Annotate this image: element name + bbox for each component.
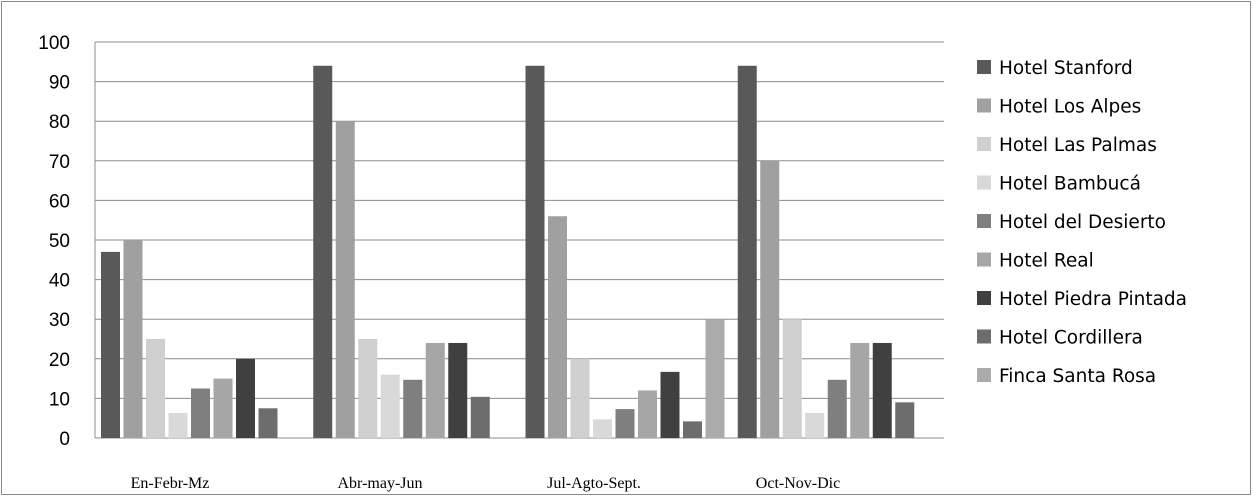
y-tick-label: 50 bbox=[49, 231, 70, 252]
bar-2-4 bbox=[760, 160, 780, 439]
bar-2-3 bbox=[548, 216, 567, 438]
bar-5-2 bbox=[403, 379, 423, 438]
bar-1-1 bbox=[101, 251, 120, 438]
bar-3-4 bbox=[782, 319, 802, 438]
legend-swatch bbox=[977, 291, 991, 305]
y-tick-label: 80 bbox=[49, 112, 70, 133]
bar-6-1 bbox=[213, 378, 233, 438]
y-tick-label: 90 bbox=[49, 73, 70, 94]
y-tick-label: 70 bbox=[49, 152, 70, 173]
legend-swatch bbox=[977, 98, 991, 113]
legend-swatch bbox=[977, 175, 991, 190]
legend-swatch bbox=[977, 252, 991, 267]
legend-label: Hotel Bambucá bbox=[999, 174, 1141, 195]
y-tick-label: 0 bbox=[59, 429, 70, 450]
bar-3-3 bbox=[570, 358, 590, 438]
legend-label: Hotel Real bbox=[999, 251, 1094, 272]
bar-4-3 bbox=[593, 419, 612, 438]
legend-swatch bbox=[977, 137, 991, 151]
y-tick-label: 100 bbox=[38, 33, 70, 54]
legend-label: Hotel del Desierto bbox=[999, 212, 1166, 233]
x-tick-label: Jul-Agto-Sept. bbox=[547, 475, 641, 492]
y-tick-label: 30 bbox=[49, 310, 70, 331]
bar-1-2 bbox=[313, 65, 333, 438]
bar-8-3 bbox=[683, 421, 702, 438]
y-tick-label: 60 bbox=[49, 191, 70, 212]
bar-8-2 bbox=[470, 396, 490, 438]
legend-swatch bbox=[977, 368, 991, 382]
legend-label: Hotel Piedra Pintada bbox=[999, 289, 1187, 310]
bar-3-2 bbox=[358, 339, 378, 438]
bar-7-4 bbox=[872, 342, 892, 438]
bar-7-1 bbox=[236, 358, 255, 438]
bar-4-1 bbox=[168, 413, 188, 438]
legend-label: Hotel Los Alpes bbox=[999, 97, 1141, 118]
bar-5-1 bbox=[191, 388, 210, 438]
bar-1-3 bbox=[525, 65, 545, 438]
legend-label: Finca Santa Rosa bbox=[999, 366, 1156, 387]
bar-8-1 bbox=[258, 408, 278, 438]
bar-4-4 bbox=[805, 413, 825, 438]
bar-9-3 bbox=[705, 319, 725, 438]
legend-swatch bbox=[977, 60, 991, 74]
bar-2-1 bbox=[123, 240, 143, 438]
bar-6-2 bbox=[425, 342, 445, 438]
legend-label: Hotel Cordillera bbox=[999, 328, 1143, 349]
y-tick-label: 40 bbox=[49, 271, 70, 292]
legend-label: Hotel Stanford bbox=[999, 58, 1133, 79]
y-tick-label: 10 bbox=[49, 389, 70, 410]
bar-6-3 bbox=[638, 390, 657, 438]
bar-7-2 bbox=[448, 342, 468, 438]
y-tick-label: 20 bbox=[49, 350, 70, 371]
x-tick-label: En-Febr-Mz bbox=[131, 475, 210, 492]
bar-5-4 bbox=[827, 379, 847, 438]
x-tick-label: Abr-may-Jun bbox=[338, 475, 423, 492]
bar-7-3 bbox=[660, 371, 680, 438]
bar-3-1 bbox=[146, 339, 165, 438]
x-tick-label: Oct-Nov-Dic bbox=[756, 475, 840, 492]
bar-5-3 bbox=[615, 409, 635, 438]
legend-swatch bbox=[977, 329, 991, 344]
bar-6-4 bbox=[850, 342, 870, 438]
legend-label: Hotel Las Palmas bbox=[999, 135, 1157, 156]
bar-2-2 bbox=[335, 121, 355, 438]
bar-8-4 bbox=[895, 402, 915, 438]
bar-4-2 bbox=[380, 374, 400, 438]
legend-swatch bbox=[977, 214, 991, 228]
bar-1-4 bbox=[737, 65, 757, 438]
